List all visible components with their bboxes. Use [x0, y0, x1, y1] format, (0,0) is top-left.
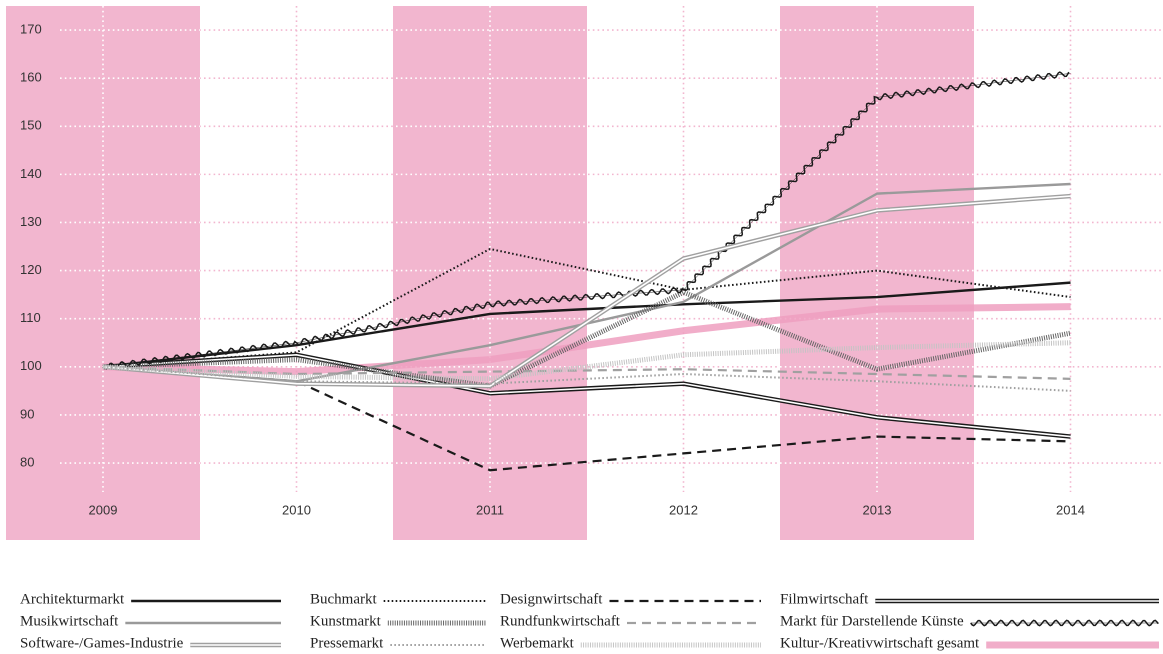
x-tick-label: 2009 [89, 502, 118, 517]
legend-label: Software-/Games-Industrie [20, 635, 184, 651]
y-tick-label: 140 [20, 166, 42, 181]
x-tick-label: 2012 [669, 502, 698, 517]
series-line [102, 365, 1071, 380]
legend-label: Rundfunkwirtschaft [500, 613, 621, 629]
series-line-inner [102, 353, 1071, 438]
legend-label: Architekturmarkt [20, 591, 125, 607]
x-tick-label: 2014 [1056, 502, 1085, 517]
series-line [102, 365, 1071, 472]
legend-label: Pressemarkt [310, 635, 384, 651]
x-tick-label: 2011 [476, 502, 504, 517]
y-tick-label: 90 [20, 406, 34, 421]
y-tick-label: 80 [20, 454, 34, 469]
y-tick-label: 100 [20, 358, 42, 373]
x-tick-label: 2013 [863, 502, 892, 517]
legend-label: Markt für Darstellende Künste [780, 613, 964, 629]
grid [60, 6, 1163, 492]
legend-label: Filmwirtschaft [780, 591, 869, 607]
band [780, 6, 974, 540]
lines [102, 71, 1071, 472]
x-tick-label: 2010 [282, 502, 311, 517]
band [393, 6, 587, 540]
series-line-wave [970, 619, 1159, 627]
bands [6, 6, 974, 540]
y-tick-label: 150 [20, 118, 42, 133]
series-line-inner [102, 195, 1071, 387]
y-tick-label: 170 [20, 21, 42, 36]
legend-label: Designwirtschaft [500, 591, 603, 607]
series-line [102, 289, 1071, 389]
legend-label: Musikwirtschaft [20, 613, 119, 629]
series-line [102, 340, 1071, 382]
legend-label: Kunstmarkt [310, 613, 382, 629]
y-tick-label: 160 [20, 70, 42, 85]
series-line [102, 281, 1071, 369]
y-tick-label: 130 [20, 214, 42, 229]
series-line [102, 247, 1071, 368]
labels: 80 90 100 110 120 130 140 150 160 170 2009 2010 2011… [20, 21, 1085, 517]
legend-label: Buchmarkt [310, 591, 377, 607]
series-line [102, 365, 1071, 392]
legend-label: Werbemarkt [500, 635, 575, 651]
y-tick-label: 120 [20, 262, 42, 277]
legend: Architekturmarkt Buchmarkt Designwirtschaf… [20, 591, 1159, 651]
band [6, 6, 200, 540]
legend-swatch [970, 619, 1159, 627]
series-line [102, 303, 1071, 376]
y-tick-label: 110 [20, 310, 41, 325]
legend-label: Kultur-/Kreativwirtschaft gesamt [780, 635, 980, 651]
